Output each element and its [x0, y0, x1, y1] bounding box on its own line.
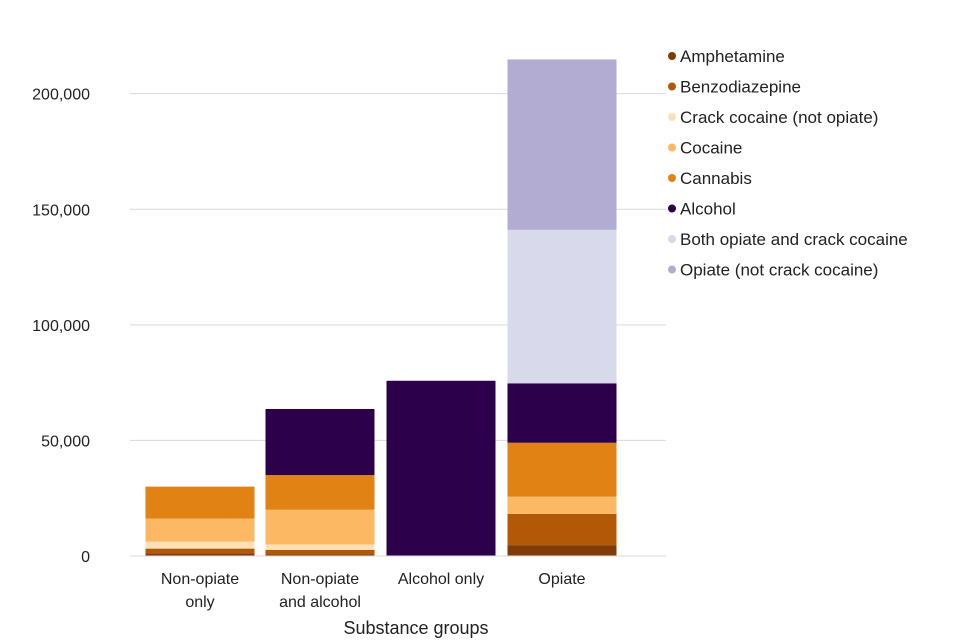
- bar-segment: [265, 544, 375, 550]
- bar-segment: [507, 229, 617, 384]
- bar-segment: [145, 541, 255, 549]
- bar-segment: [507, 383, 617, 443]
- bar-segment: [507, 59, 617, 230]
- x-category-label: Alcohol only: [398, 571, 484, 588]
- bar-segment: [386, 380, 496, 556]
- y-tick-label: 0: [81, 549, 90, 566]
- bar-segment: [265, 549, 375, 555]
- bar-segment: [265, 475, 375, 510]
- legend-marker: [668, 52, 676, 60]
- bar-segment: [265, 408, 375, 476]
- legend: Amphetamine Benzodiazepine Crack cocaine (…: [668, 47, 908, 280]
- legend-marker: [668, 143, 676, 152]
- legend-label: Benzodiazepine: [680, 78, 801, 97]
- y-tick-label: 100,000: [32, 318, 90, 335]
- legend-label: Cannabis: [680, 169, 752, 188]
- legend-marker: [668, 265, 676, 274]
- x-category-label: only: [185, 594, 214, 611]
- y-tick-label: 150,000: [32, 202, 90, 219]
- bar-segment: [145, 553, 255, 556]
- legend-marker: [668, 235, 676, 243]
- bar-segment: [507, 442, 617, 497]
- legend-label: Crack cocaine (not opiate): [680, 108, 878, 127]
- x-category-label: Non-opiate: [161, 571, 239, 588]
- x-category-label: Opiate: [538, 571, 585, 588]
- y-axis-ticks: 0 50,000 100,000 150,000 200,000: [32, 87, 90, 566]
- bar-segment: [507, 496, 617, 514]
- legend-label: Both opiate and crack cocaine: [680, 230, 908, 249]
- bar-segment: [507, 545, 617, 556]
- y-tick-label: 50,000: [41, 433, 90, 450]
- legend-label: Alcohol: [680, 200, 736, 219]
- bar-segment: [265, 509, 375, 545]
- bar-segment: [145, 518, 255, 542]
- x-axis-categories: Non-opiate only Non-opiate and alcohol Alcoh…: [161, 571, 586, 611]
- bar-segment: [507, 513, 617, 546]
- bar-segment: [265, 554, 375, 556]
- legend-marker: [668, 113, 676, 121]
- bars: [145, 59, 617, 556]
- legend-marker: [668, 82, 676, 91]
- bar-segment: [145, 548, 255, 554]
- legend-label: Opiate (not crack cocaine): [680, 261, 878, 280]
- bar-segment: [145, 486, 255, 519]
- legend-marker: [668, 174, 676, 182]
- x-axis-title: Substance groups: [343, 618, 488, 638]
- legend-marker: [668, 204, 676, 213]
- x-category-label: Non-opiate: [281, 571, 359, 588]
- y-tick-label: 200,000: [32, 87, 90, 104]
- x-category-label: and alcohol: [279, 594, 361, 611]
- legend-label: Cocaine: [680, 139, 742, 158]
- legend-label: Amphetamine: [680, 47, 785, 66]
